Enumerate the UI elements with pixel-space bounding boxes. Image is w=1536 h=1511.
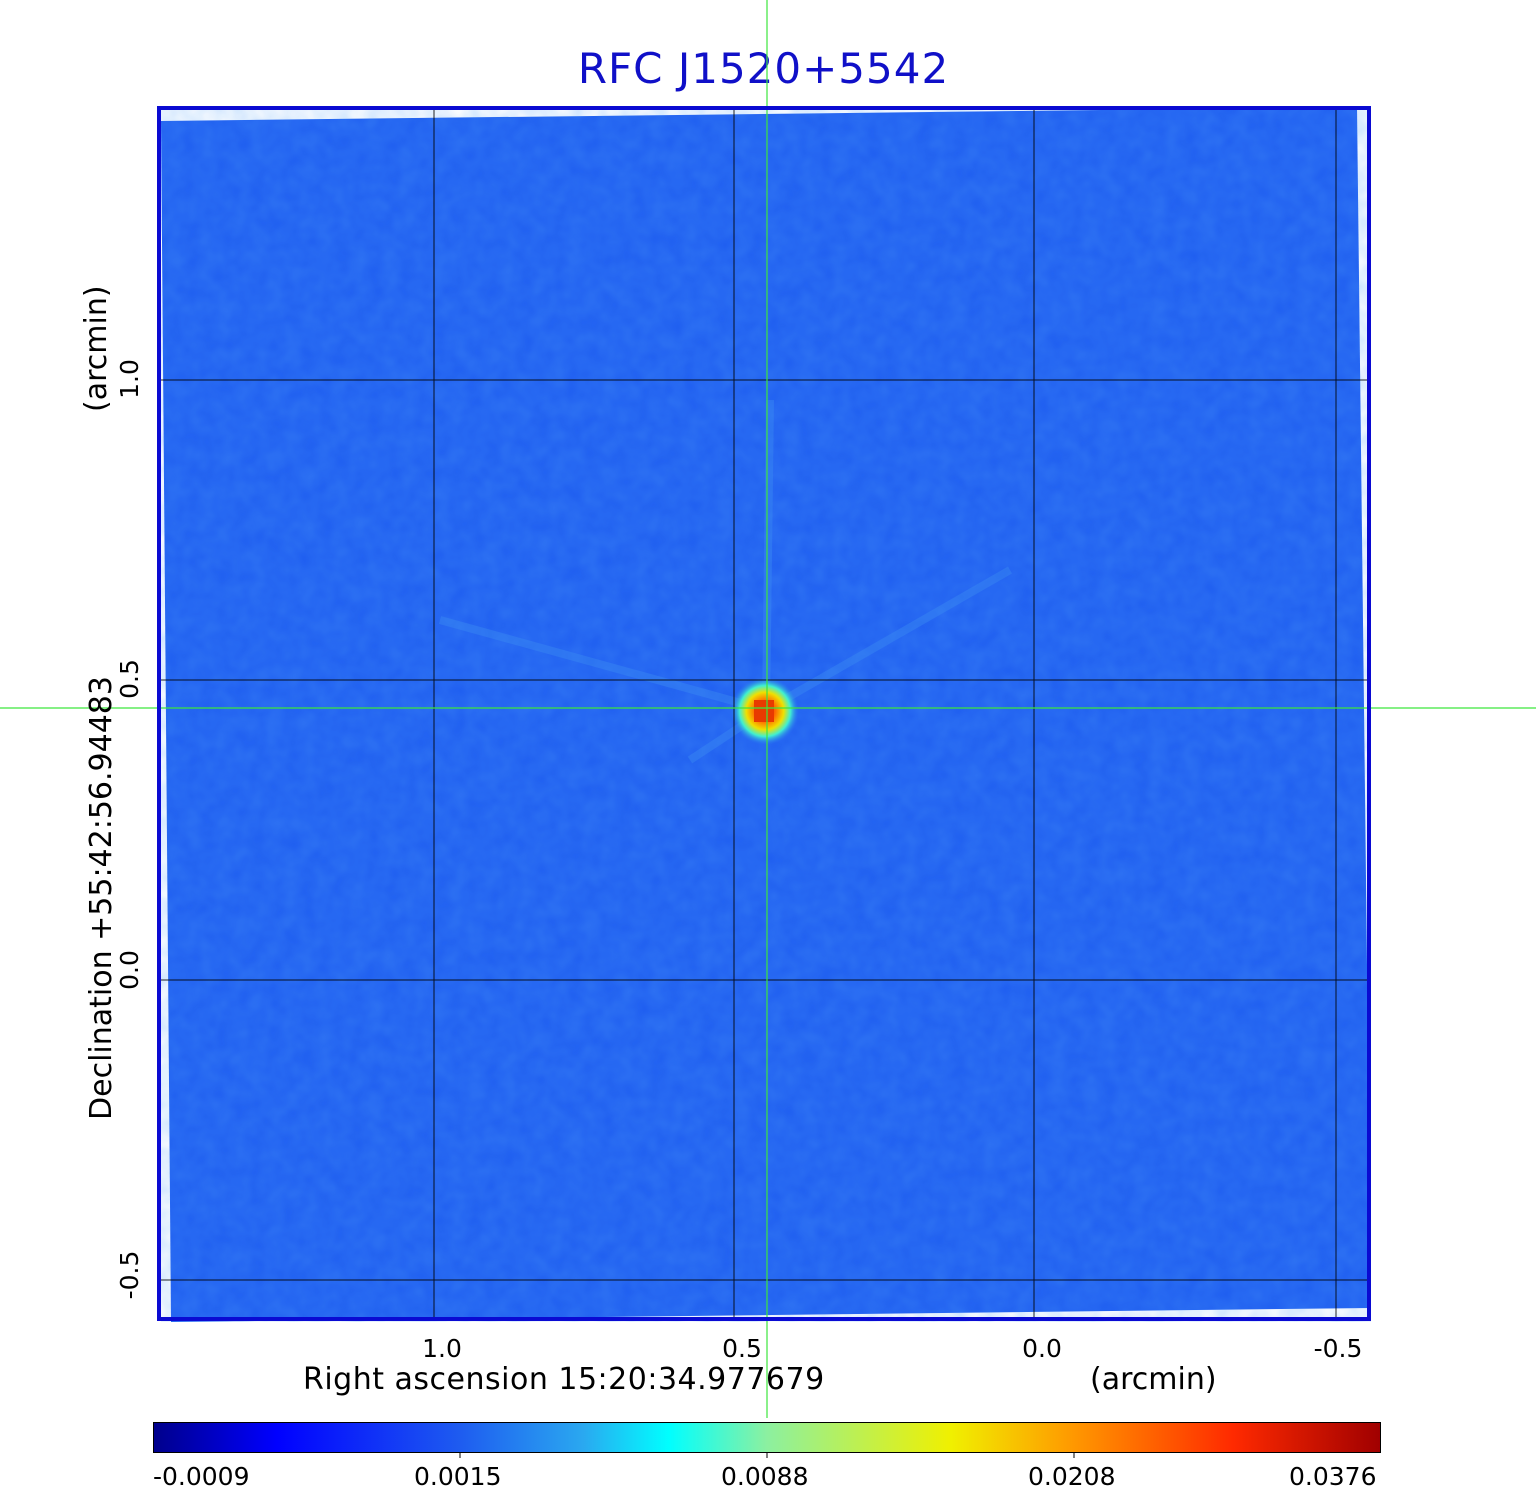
- colorbar-tick-label: -0.0009: [153, 1462, 250, 1491]
- radio-source-core: [754, 700, 774, 722]
- x-tick-label: -0.5: [1313, 1334, 1363, 1363]
- x-tick-label: 0.5: [722, 1334, 762, 1363]
- crosshair: [0, 0, 1536, 1418]
- x-axis-unit: (arcmin): [1090, 1362, 1217, 1397]
- plot-frame: [157, 106, 1371, 1321]
- x-tick-label: 0.0: [1022, 1334, 1062, 1363]
- colorbar-tick-label: 0.0208: [1028, 1462, 1116, 1491]
- colorbar-tick-label: 0.0015: [414, 1462, 502, 1491]
- y-tick-label: -0.5: [115, 1250, 144, 1300]
- y-axis-unit: (arcmin): [79, 285, 114, 412]
- y-tick-label: 1.0: [115, 359, 144, 399]
- y-axis-label: Declination +55:42:56.94483: [84, 676, 119, 1120]
- image-title: RFC J1520+5542: [577, 44, 950, 93]
- x-axis-label: Right ascension 15:20:34.977679: [303, 1362, 825, 1397]
- colorbar: [153, 1422, 1381, 1453]
- x-tick-label: 1.0: [422, 1334, 462, 1363]
- coordinate-grid: [159, 108, 1370, 1320]
- colorbar-tick-label: 0.0088: [721, 1462, 809, 1491]
- colorbar-tick-label: 0.0376: [1289, 1462, 1377, 1491]
- colorbar-ticks: [459, 1452, 1075, 1458]
